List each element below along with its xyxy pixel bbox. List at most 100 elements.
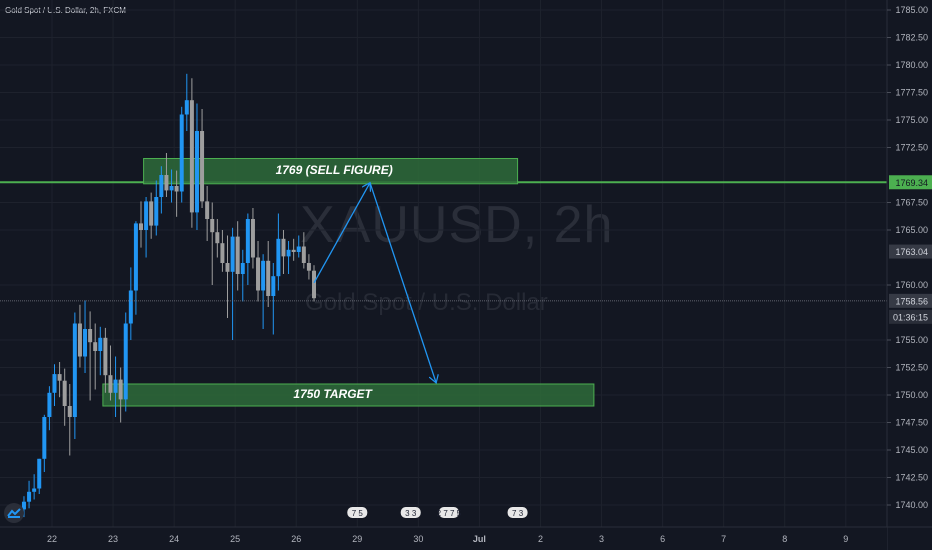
candle-body-49 — [271, 276, 276, 296]
countdown-bg — [889, 309, 932, 324]
candle-body-52 — [286, 249, 291, 257]
candle-body-45 — [250, 219, 255, 258]
candle-body-25 — [149, 201, 154, 226]
event-marker-0[interactable]: 7 5 — [347, 507, 368, 518]
candle-body-46 — [256, 257, 261, 291]
x-tick-label-7: Jul — [473, 534, 486, 544]
price-label-bg-0 — [889, 175, 932, 190]
sell-zone-label: 1769 (SELL FIGURE) — [275, 163, 393, 178]
candle-body-37 — [210, 219, 215, 233]
candle-body-47 — [261, 260, 266, 291]
y-axis-panel — [887, 0, 932, 550]
candle-body-44 — [245, 219, 250, 263]
event-marker-text-1: 3 3 — [405, 509, 417, 518]
candle-body-4 — [42, 417, 47, 459]
price-label-0: 1769.34 — [895, 178, 928, 188]
y-tick-label-6: 1767.50 — [895, 198, 928, 208]
y-tick-label-4: 1775.00 — [895, 115, 928, 125]
candle-body-26 — [154, 197, 159, 226]
candle-body-28 — [164, 175, 169, 191]
candle-body-3 — [37, 458, 42, 489]
x-tick-label-13: 9 — [843, 534, 848, 544]
candle-body-41 — [230, 236, 235, 272]
event-marker-badge-0 — [347, 507, 368, 518]
candle-body-5 — [47, 392, 52, 417]
event-marker-1[interactable]: 3 3 — [400, 507, 421, 518]
event-marker-2[interactable]: 2 7 7 5 — [437, 507, 462, 518]
candle-body-18 — [113, 379, 118, 393]
x-tick-label-4: 26 — [291, 534, 301, 544]
price-label-bg-1 — [889, 244, 932, 259]
candle-body-8 — [62, 380, 67, 406]
candle-body-33 — [189, 100, 194, 213]
y-tick-label-15: 1740.00 — [895, 500, 928, 510]
candle-body-6 — [52, 374, 57, 393]
candle-body-34 — [194, 131, 199, 213]
candle-body-24 — [144, 201, 149, 230]
candle-body-16 — [103, 337, 108, 376]
candle-body-53 — [291, 249, 296, 252]
candle-body-15 — [98, 337, 103, 351]
x-tick-label-3: 25 — [230, 534, 240, 544]
countdown-label: 01:36:15 — [893, 312, 928, 322]
watermark-description: Gold Spot / U.S. Dollar — [305, 289, 548, 316]
event-marker-text-0: 7 5 — [352, 509, 364, 518]
event-marker-text-3: 7 3 — [512, 509, 524, 518]
candle-body-54 — [296, 246, 301, 252]
candle-body-22 — [133, 223, 138, 291]
x-tick-label-8: 2 — [538, 534, 543, 544]
y-tick-label-7: 1765.00 — [895, 225, 928, 235]
candle-body-21 — [128, 290, 133, 324]
candle-body-32 — [184, 100, 189, 115]
y-tick-label-1: 1782.50 — [895, 33, 928, 43]
candle-body-36 — [205, 201, 210, 219]
candle-body-57 — [312, 270, 317, 299]
grid-lines — [0, 0, 887, 527]
candle-body-1 — [27, 491, 32, 502]
zone-0 — [143, 158, 519, 185]
candle-body-48 — [266, 260, 271, 296]
candle-body-23 — [139, 223, 144, 230]
price-label-bg-2 — [889, 293, 932, 308]
projection-arrow-1 — [369, 182, 436, 383]
candle-body-55 — [301, 246, 306, 263]
zone-1 — [102, 383, 595, 407]
event-markers: 7 5 3 3 2 7 7 5 7 3 — [347, 507, 528, 518]
candle-body-14 — [93, 342, 98, 351]
event-marker-badge-1 — [400, 507, 421, 518]
candle-body-39 — [220, 243, 225, 263]
candle-body-13 — [88, 329, 93, 343]
candle-body-42 — [235, 236, 240, 274]
target-zone-label: 1750 TARGET — [293, 387, 372, 401]
y-tick-label-14: 1742.50 — [895, 473, 928, 483]
candle-body-10 — [72, 323, 77, 417]
candle-body-31 — [179, 114, 184, 192]
candle-body-50 — [276, 238, 281, 277]
y-tick-label-13: 1745.00 — [895, 445, 928, 455]
tradingview-logo-icon[interactable] — [4, 503, 24, 523]
candle-body-30 — [174, 186, 179, 192]
price-label-2: 1758.56 — [895, 296, 928, 306]
x-tick-label-0: 22 — [47, 534, 57, 544]
y-tick-label-12: 1747.50 — [895, 418, 928, 428]
event-marker-text-2: 2 7 7 5 — [437, 509, 462, 518]
candle-body-2 — [32, 488, 37, 492]
candle-body-56 — [306, 263, 311, 271]
candle-body-17 — [108, 375, 113, 393]
zones-group — [102, 158, 595, 407]
candle-body-12 — [83, 329, 88, 357]
y-tick-label-11: 1750.00 — [895, 390, 928, 400]
x-tick-label-11: 7 — [721, 534, 726, 544]
candle-body-20 — [123, 323, 128, 400]
x-axis-panel — [0, 527, 887, 550]
projection-arrow-0 — [313, 183, 370, 284]
candle-body-38 — [215, 232, 220, 244]
x-tick-label-9: 3 — [599, 534, 604, 544]
candle-body-19 — [118, 379, 123, 400]
y-tick-label-10: 1752.50 — [895, 363, 928, 373]
candle-body-0 — [21, 501, 26, 510]
projection-arrows — [313, 182, 436, 383]
event-marker-3[interactable]: 7 3 — [507, 507, 528, 518]
